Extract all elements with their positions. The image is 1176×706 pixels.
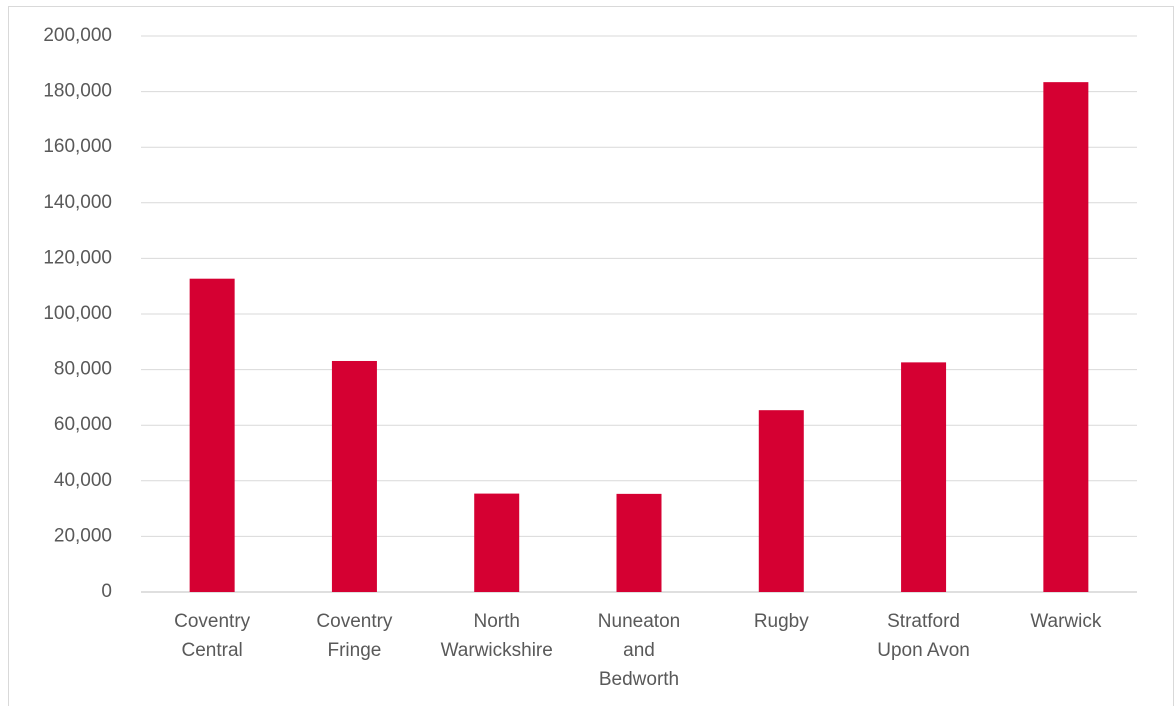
x-tick-label-line: Fringe: [327, 640, 381, 661]
y-tick-label: 0: [101, 581, 112, 602]
bar: [901, 362, 947, 592]
y-tick-label: 20,000: [54, 525, 112, 546]
x-tick-label-line: Nuneaton: [598, 611, 680, 632]
x-tick-label: Stratford Upon Avon: [877, 611, 970, 661]
bar: [189, 278, 235, 592]
x-tick-label-line: and: [623, 640, 655, 661]
gridlines: [141, 35, 1137, 593]
bar: [1043, 82, 1089, 592]
chart-frame: [8, 6, 1174, 706]
x-tick-label-line: Warwick: [1030, 611, 1102, 632]
y-tick-label: 100,000: [43, 303, 112, 324]
y-tick-label: 40,000: [54, 470, 112, 491]
bar: [331, 360, 377, 592]
x-axis: Coventry Central Coventry Fringe North Warwic…: [174, 611, 1102, 690]
y-tick-label: 160,000: [43, 136, 112, 157]
x-tick-label-line: Coventry: [316, 611, 393, 632]
x-tick-label-line: Stratford: [887, 611, 960, 632]
x-tick-label-line: Central: [182, 640, 243, 661]
bars: [189, 82, 1089, 592]
x-tick-label-line: Bedworth: [599, 669, 679, 690]
bar: [474, 493, 520, 592]
x-tick-label: Coventry Central: [174, 611, 251, 661]
x-tick-label: North Warwickshire: [441, 611, 553, 661]
x-tick-label-line: Upon Avon: [877, 640, 970, 661]
bar: [616, 493, 662, 592]
y-axis: 0 20,000 40,000 60,000 80,000 100,000 120,000 1…: [43, 25, 112, 602]
y-tick-label: 180,000: [43, 81, 112, 102]
y-tick-label: 120,000: [43, 247, 112, 268]
x-tick-label-line: North: [473, 611, 519, 632]
x-tick-label: Coventry Fringe: [316, 611, 393, 661]
x-tick-label-line: Coventry: [174, 611, 251, 632]
x-tick-label-line: Warwickshire: [441, 640, 553, 661]
bar: [758, 410, 804, 592]
y-tick-label: 140,000: [43, 192, 112, 213]
x-tick-label: Warwick: [1030, 611, 1102, 632]
y-tick-label: 80,000: [54, 359, 112, 380]
y-tick-label: 200,000: [43, 25, 112, 46]
y-tick-label: 60,000: [54, 414, 112, 435]
x-tick-label: Nuneaton and Bedworth: [598, 611, 680, 690]
x-tick-label-line: Rugby: [754, 611, 809, 632]
x-tick-label: Rugby: [754, 611, 809, 632]
